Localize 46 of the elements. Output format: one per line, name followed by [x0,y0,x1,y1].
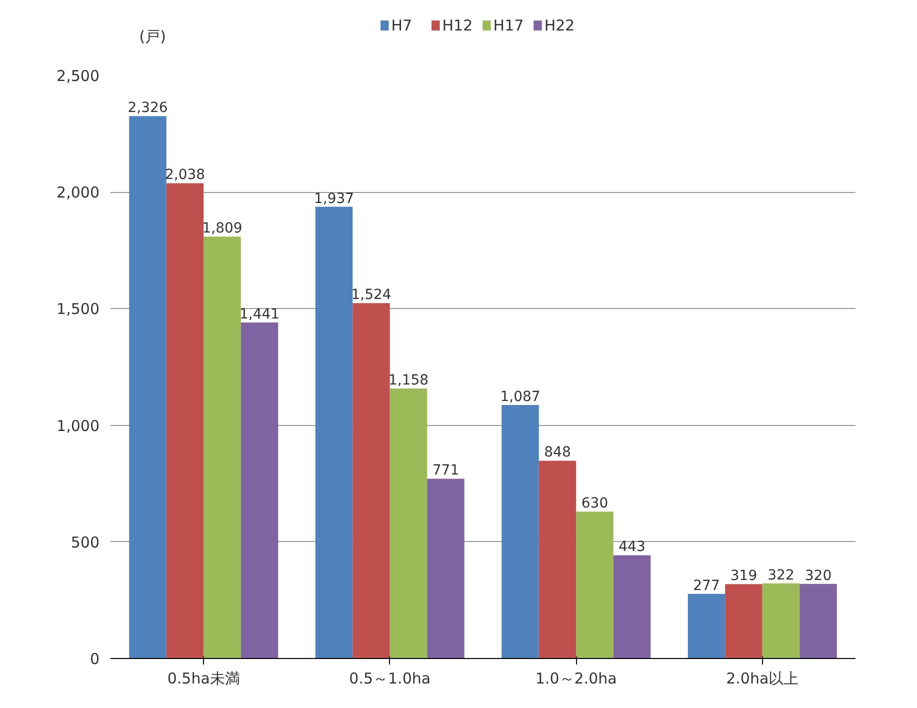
data-label: 319 [730,568,758,584]
data-label: 443 [618,539,646,556]
x-tick-label: 2.0ha以上 [726,670,799,688]
bar [538,460,576,658]
bar [390,388,428,658]
bar [688,594,726,658]
data-label: 1,809 [202,220,242,237]
y-tick-label: 2,500 [56,67,100,85]
legend-label: H17 [493,16,524,34]
data-label: 848 [544,444,571,461]
y-tick-label: 1,000 [56,416,100,435]
data-label: 1,524 [351,287,392,304]
bar [315,206,353,658]
x-tick-label: 0.5～1.0ha [349,670,431,688]
bar [800,584,837,658]
y-tick-label: 1,500 [56,300,100,318]
data-label: 277 [693,578,720,594]
y-tick-label: 500 [70,533,100,552]
data-label: 322 [768,567,794,584]
y-tick-label: 2,000 [56,184,100,202]
bar [613,555,651,658]
data-label: 2,326 [128,100,168,116]
bar [166,183,204,658]
bar [129,116,166,658]
bar [576,512,614,658]
text: (戸) [139,28,166,46]
data-label: 630 [581,496,608,512]
bar [427,478,464,658]
x-tick-label: 1.0～2.0ha [535,670,617,688]
legend-label: H7 [391,16,412,34]
legend-label: H12 [442,16,473,34]
data-label: 771 [432,462,460,479]
data-label: 1,937 [314,190,354,207]
data-label: 320 [804,568,832,584]
bar [204,236,241,658]
legend-label: H22 [544,16,575,34]
x-tick-label: 0.5ha未満 [167,670,240,688]
bar [502,405,539,658]
y-tick-label: 0 [90,650,100,668]
data-label: 1,441 [239,306,280,322]
data-label: 1,158 [388,372,429,388]
bar [762,583,800,658]
bar [352,303,390,658]
bar [240,322,278,658]
data-label: 1,087 [500,389,540,406]
bar [725,584,762,658]
